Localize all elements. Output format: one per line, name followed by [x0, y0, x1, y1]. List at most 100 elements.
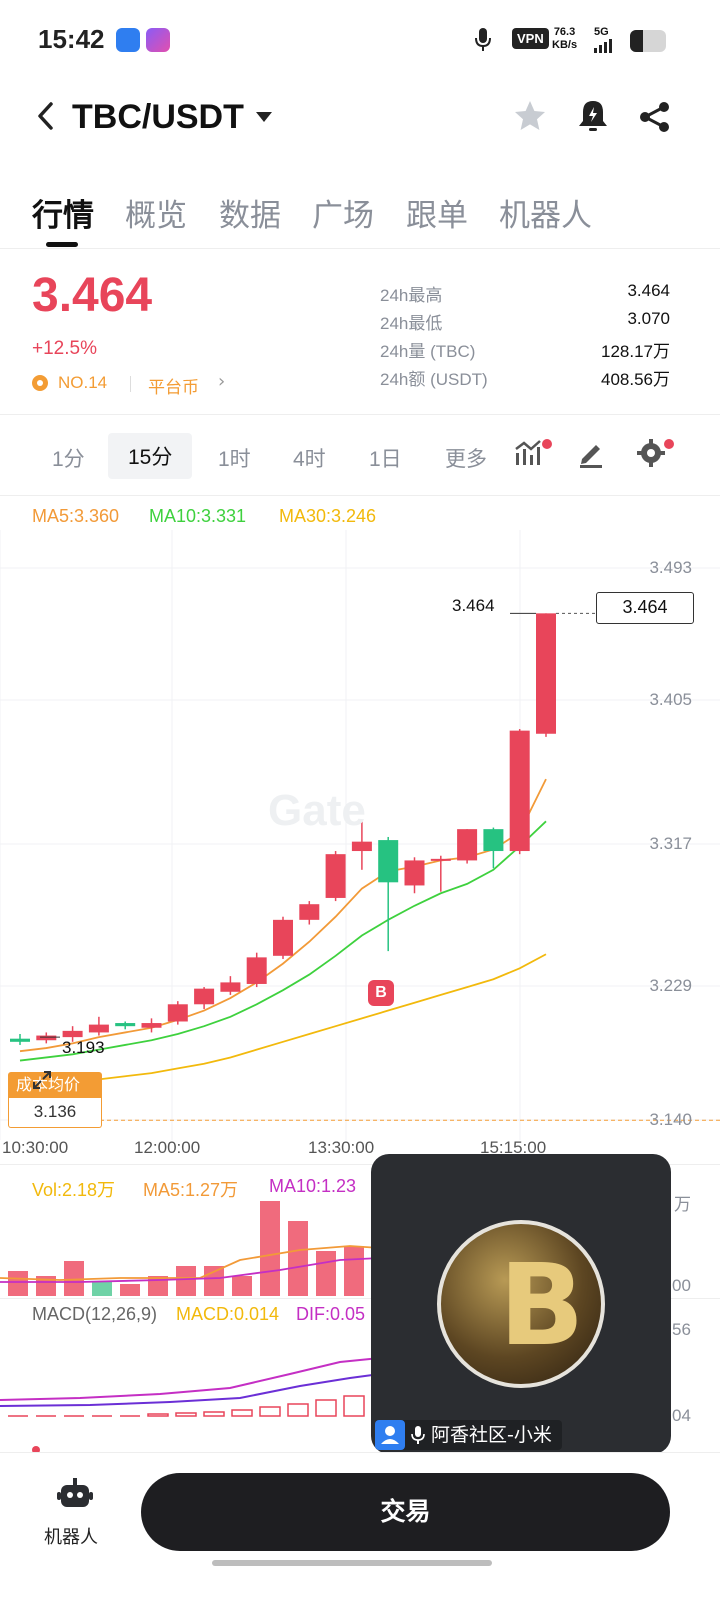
candlestick-chart[interactable]	[0, 530, 720, 1170]
tab-overview[interactable]: 概览	[125, 198, 187, 234]
tab-copy-trading[interactable]: 跟单	[406, 198, 468, 234]
caret-down-icon[interactable]	[256, 112, 272, 122]
person-icon	[375, 1420, 405, 1450]
y-tick: 3.140	[649, 1110, 692, 1129]
draw-tool-icon[interactable]	[576, 437, 608, 469]
dif-legend: DIF:0.05	[296, 1304, 366, 1324]
interval-15m[interactable]: 15分	[108, 433, 193, 479]
interval-1h[interactable]: 1时	[218, 448, 251, 471]
coin-logo-letter: B	[499, 1241, 585, 1371]
candle-body	[404, 860, 425, 886]
x-tick: 15:15:00	[480, 1138, 547, 1157]
bottom-bar: 机器人 交易	[0, 1452, 720, 1608]
tab-square[interactable]: 广场	[312, 198, 374, 234]
network-type: 5G	[594, 26, 609, 38]
net-speed: 76.3 KB/s	[552, 26, 577, 52]
signal-icon	[594, 39, 612, 53]
notification-dot	[664, 439, 674, 449]
candle-body	[483, 829, 504, 852]
stat-turnover-label: 24h额 (USDT)	[380, 370, 488, 389]
divider	[0, 1298, 720, 1299]
interval-1d[interactable]: 1日	[369, 448, 402, 471]
tab-bot[interactable]: 机器人	[499, 198, 592, 234]
volume-bar	[260, 1201, 280, 1296]
candle-body	[351, 841, 372, 852]
chevron-left-icon	[38, 102, 53, 130]
volume-bar	[120, 1284, 140, 1296]
indicator-icon[interactable]	[514, 437, 546, 469]
divider	[0, 248, 720, 249]
pair-title[interactable]: TBC/USDT	[72, 98, 244, 136]
macd-legend: MACD:0.014	[176, 1304, 280, 1324]
chevron-right-icon[interactable]: ›	[218, 371, 226, 392]
app-notification-icon-2	[146, 28, 170, 52]
live-stream-window[interactable]: B 阿香社区-小米	[371, 1154, 671, 1454]
settings-gear-icon[interactable]	[636, 437, 668, 469]
y-tick: 3.317	[649, 834, 692, 853]
candle-body	[115, 1023, 136, 1027]
net-speed-unit: KB/s	[552, 39, 578, 51]
indicator-tab-partial[interactable]	[32, 1438, 40, 1459]
volume-bar	[8, 1271, 28, 1296]
y-tick: 3.229	[649, 976, 692, 995]
candle-body	[194, 988, 215, 1005]
interval-1m[interactable]: 1分	[52, 448, 85, 471]
vol-axis-top: 万	[674, 1195, 691, 1215]
candle-body	[536, 613, 556, 734]
stat-volume-value: 128.17万	[601, 342, 670, 361]
volume-bar	[316, 1251, 336, 1296]
y-tick: 3.405	[649, 690, 692, 709]
stat-high-label: 24h最高	[380, 286, 443, 305]
star-icon[interactable]	[512, 98, 548, 134]
share-icon[interactable]	[638, 100, 672, 134]
volume-chart	[0, 1201, 380, 1296]
interval-more[interactable]: 更多	[445, 448, 487, 471]
macd-axis-top: 56	[672, 1320, 691, 1339]
candle-body	[509, 730, 530, 852]
app-notification-icon	[116, 28, 140, 52]
y-tick: 3.493	[649, 558, 692, 577]
candle-body	[167, 1004, 188, 1022]
candle-body	[457, 829, 478, 861]
ma30-legend: MA30:3.246	[279, 506, 377, 526]
candle-body	[62, 1030, 83, 1038]
bot-label[interactable]: 机器人	[44, 1527, 98, 1548]
category-link[interactable]: 平台币	[148, 378, 199, 398]
stat-low-value: 3.070	[627, 309, 670, 328]
watermark: Gate	[268, 786, 366, 835]
stat-low-label: 24h最低	[380, 314, 443, 333]
rank-icon	[32, 375, 48, 391]
robot-icon[interactable]	[56, 1475, 94, 1513]
volume-bar	[176, 1266, 196, 1296]
volume-bar	[344, 1246, 364, 1296]
candle-body	[325, 854, 346, 898]
vol-ma5-line	[0, 1245, 380, 1281]
status-time: 15:42	[38, 24, 105, 54]
vol-ma10-legend: MA10:1.23	[269, 1176, 357, 1196]
vol-ma5-legend: MA5:1.27万	[143, 1180, 239, 1200]
tab-data[interactable]: 数据	[219, 198, 281, 234]
vol-legend: Vol:2.18万	[32, 1180, 116, 1200]
price-change: +12.5%	[32, 338, 97, 359]
high-price-label: 3.464	[452, 596, 495, 615]
volume-bar	[232, 1276, 252, 1296]
live-streamer-label[interactable]: 阿香社区-小米	[375, 1420, 562, 1450]
back-button[interactable]	[34, 100, 56, 141]
volume-bar	[204, 1266, 224, 1296]
divider	[0, 1164, 720, 1165]
buy-marker[interactable]: B	[368, 980, 394, 1006]
expand-icon[interactable]	[30, 1068, 54, 1092]
volume-bar	[92, 1281, 112, 1296]
price-alert-bell-icon[interactable]	[576, 98, 610, 134]
candle-body	[10, 1038, 30, 1042]
tab-market[interactable]: 行情	[32, 198, 94, 234]
interval-4h[interactable]: 4时	[293, 448, 326, 471]
candle-body	[299, 904, 320, 920]
stat-turnover-value: 408.56万	[601, 370, 670, 389]
interval-bar: 1分 15分 1时 4时 1日 更多	[0, 414, 720, 496]
vol-axis-bottom: 00	[672, 1276, 691, 1295]
last-price: 3.464	[32, 269, 153, 322]
volume-bar	[64, 1261, 84, 1296]
candle-body	[430, 858, 451, 861]
trade-button[interactable]: 交易	[141, 1473, 670, 1551]
